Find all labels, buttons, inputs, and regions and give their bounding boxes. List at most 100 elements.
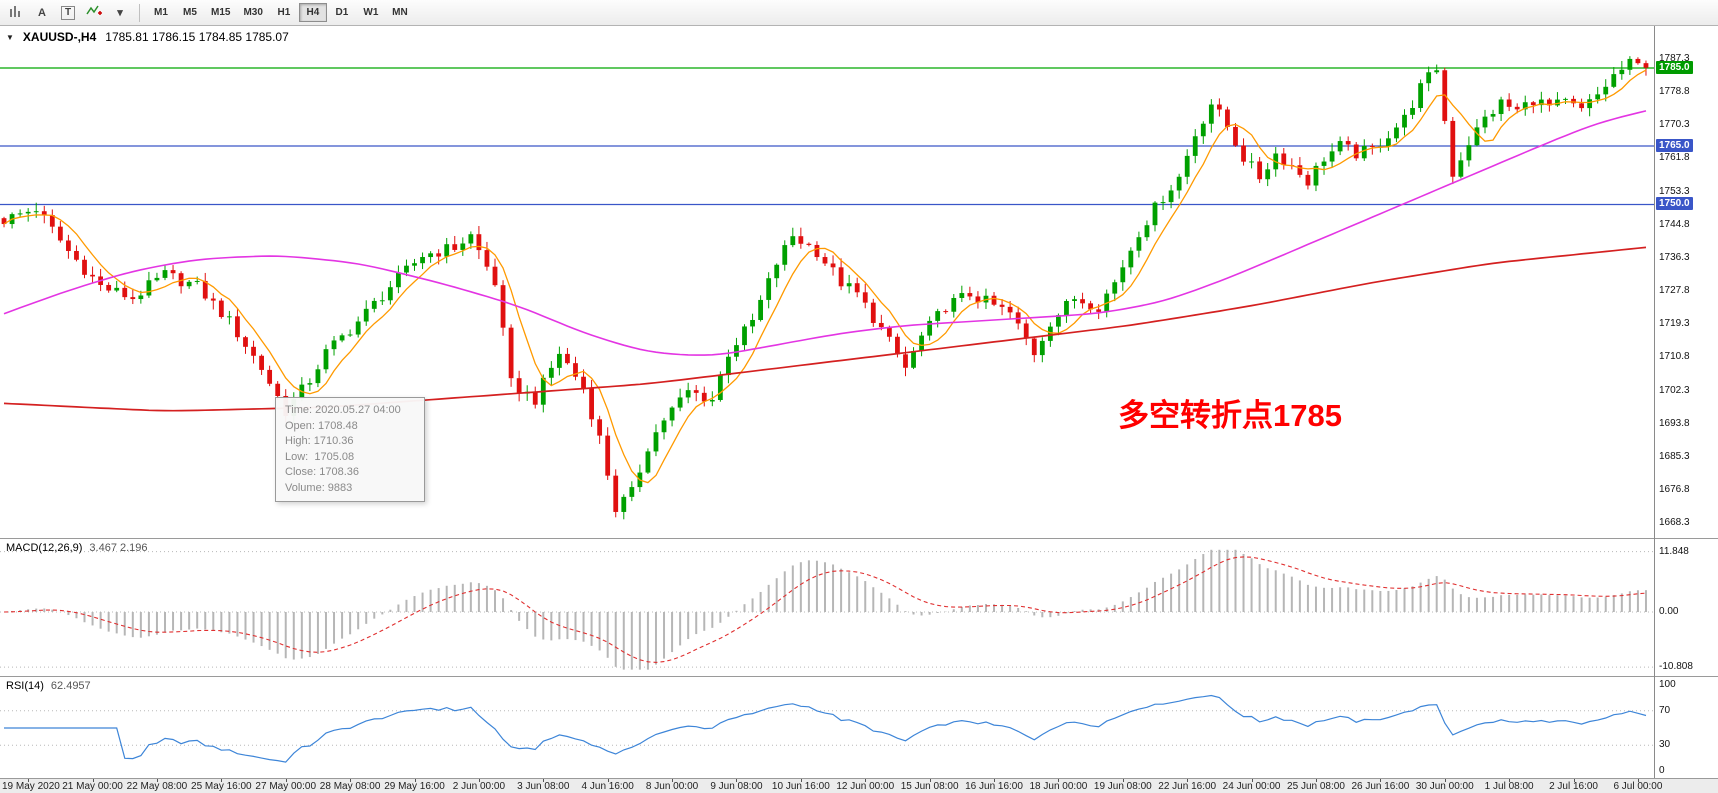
candlestick-chart[interactable] bbox=[0, 26, 1718, 538]
time-axis-label: 10 Jun 16:00 bbox=[771, 781, 830, 792]
time-tick bbox=[92, 779, 94, 782]
price-axis-separator bbox=[1654, 26, 1655, 778]
time-axis[interactable]: 19 May 2020 21 May 00:00 22 May 08:00 25 Ma… bbox=[0, 778, 1718, 793]
macd-axis-label: 11.848 bbox=[1659, 545, 1689, 557]
time-tick bbox=[1251, 779, 1253, 782]
cursor-tool-label: A bbox=[38, 6, 46, 19]
time-axis-label: 12 Jun 00:00 bbox=[836, 781, 895, 792]
time-axis-label: 21 May 00:00 bbox=[62, 781, 123, 792]
time-tick bbox=[1122, 779, 1124, 782]
rsi-chart[interactable] bbox=[0, 677, 1718, 779]
time-tick bbox=[285, 779, 287, 782]
macd-indicator-name: MACD(12,26,9) bbox=[6, 542, 83, 554]
symbol-dropdown-icon[interactable]: ▼ bbox=[6, 32, 14, 42]
time-axis-label: 29 May 16:00 bbox=[384, 781, 445, 792]
time-tick bbox=[543, 779, 545, 782]
timeframe-m30[interactable]: M30 bbox=[237, 3, 268, 22]
ohlc-values: 1785.81 1786.15 1784.85 1785.07 bbox=[105, 30, 289, 44]
rsi-axis-label: 100 bbox=[1659, 679, 1676, 690]
time-axis-label: 6 Jul 00:00 bbox=[1613, 781, 1663, 792]
text-tool-icon: T bbox=[60, 5, 76, 20]
price-axis-label: 1761.8 bbox=[1659, 152, 1690, 164]
time-axis-label: 30 Jun 00:00 bbox=[1415, 781, 1474, 792]
time-axis-label: 2 Jul 16:00 bbox=[1549, 781, 1598, 792]
toolbar-separator bbox=[139, 3, 140, 22]
chart-title: ▼ XAUUSD-,H4 1785.81 1786.15 1784.85 178… bbox=[6, 30, 289, 44]
timeframe-m15[interactable]: M15 bbox=[205, 3, 236, 22]
time-axis-label: 19 May 2020 bbox=[2, 781, 60, 792]
price-badge: 1750.0 bbox=[1656, 197, 1693, 211]
time-tick bbox=[1637, 779, 1639, 782]
time-tick bbox=[994, 779, 996, 782]
indicator-icon bbox=[86, 4, 102, 21]
price-axis-label: 1744.8 bbox=[1659, 218, 1690, 230]
price-axis-label: 1770.3 bbox=[1659, 119, 1690, 131]
rsi-axis-label: 70 bbox=[1659, 704, 1671, 716]
price-axis-label: 1727.8 bbox=[1659, 285, 1690, 297]
tooltip-line: Time: 2020.05.27 04:00 bbox=[285, 404, 401, 416]
candle-tooltip: Time: 2020.05.27 04:00 Open: 1708.48 High:… bbox=[275, 397, 425, 502]
toolbar: A T ▾ M1 M5 M15 M30 H1 H4 D1 W1 MN bbox=[0, 0, 1718, 26]
tooltip-line: High: 1710.36 bbox=[285, 435, 354, 447]
time-axis-label: 2 Jun 00:00 bbox=[452, 781, 506, 792]
main-chart-panel: ▼ XAUUSD-,H4 1785.81 1786.15 1784.85 178… bbox=[0, 26, 1718, 538]
price-axis-label: 1685.3 bbox=[1659, 450, 1690, 462]
macd-label: MACD(12,26,9) 3.467 2.196 bbox=[6, 542, 148, 554]
chart-annotation-text: 多空转折点1785 bbox=[1118, 398, 1342, 433]
indicators-button[interactable] bbox=[82, 3, 106, 23]
bar-chart-icon bbox=[9, 4, 23, 21]
time-tick bbox=[156, 779, 158, 782]
time-axis-label: 26 Jun 16:00 bbox=[1351, 781, 1410, 792]
time-axis-label: 9 Jun 08:00 bbox=[710, 781, 763, 792]
timeframe-m5[interactable]: M5 bbox=[176, 3, 204, 22]
time-axis-label: 24 Jun 00:00 bbox=[1222, 781, 1281, 792]
price-badge: 1765.0 bbox=[1656, 138, 1693, 152]
macd-chart[interactable] bbox=[0, 539, 1718, 677]
price-axis-label: 1736.3 bbox=[1659, 251, 1690, 263]
cursor-tool-button[interactable]: A bbox=[30, 3, 54, 23]
macd-panel: MACD(12,26,9) 3.467 2.196 11.848 0.00 -10.8… bbox=[0, 538, 1718, 676]
time-tick bbox=[1509, 779, 1511, 782]
price-badge: 1785.0 bbox=[1656, 60, 1693, 74]
price-axis-label: 1693.8 bbox=[1659, 417, 1690, 429]
timeframe-w1[interactable]: W1 bbox=[357, 3, 385, 22]
time-tick bbox=[929, 779, 931, 782]
timeframe-d1[interactable]: D1 bbox=[328, 3, 356, 22]
rsi-axis-label: 0 bbox=[1659, 765, 1665, 776]
time-axis-label: 18 Jun 00:00 bbox=[1029, 781, 1088, 792]
price-axis-label: 1778.8 bbox=[1659, 86, 1690, 98]
time-axis-label: 15 Jun 08:00 bbox=[900, 781, 959, 792]
time-tick bbox=[1573, 779, 1575, 782]
timeframe-h4[interactable]: H4 bbox=[298, 3, 327, 22]
tooltip-line: Close: 1708.36 bbox=[285, 466, 359, 478]
time-axis-label: 25 May 16:00 bbox=[191, 781, 252, 792]
tooltip-line: Open: 1708.48 bbox=[285, 419, 358, 432]
rsi-indicator-name: RSI(14) bbox=[6, 680, 44, 692]
time-tick bbox=[1187, 779, 1189, 782]
time-tick bbox=[28, 779, 30, 782]
time-tick bbox=[478, 779, 480, 782]
time-axis-label: 16 Jun 16:00 bbox=[965, 781, 1023, 792]
time-tick bbox=[672, 779, 674, 782]
timeframe-h1[interactable]: H1 bbox=[270, 3, 298, 22]
rsi-label: RSI(14) 62.4957 bbox=[6, 680, 91, 692]
time-tick bbox=[414, 779, 416, 782]
text-tool-button[interactable]: T bbox=[56, 3, 80, 23]
time-axis-label: 28 May 08:00 bbox=[319, 781, 381, 792]
timeframe-mn[interactable]: MN bbox=[386, 3, 414, 22]
time-tick bbox=[607, 779, 609, 782]
time-axis-label: 19 Jun 08:00 bbox=[1093, 781, 1152, 792]
macd-indicator-values: 3.467 2.196 bbox=[89, 542, 148, 554]
price-axis-label: 1668.3 bbox=[1659, 517, 1690, 529]
indicator-dropdown-button[interactable]: ▾ bbox=[108, 3, 132, 23]
time-axis-label: 22 May 08:00 bbox=[126, 781, 188, 792]
time-tick bbox=[1058, 779, 1060, 782]
price-axis-label: 1702.3 bbox=[1659, 384, 1690, 396]
macd-axis-label: -10.808 bbox=[1659, 661, 1693, 673]
price-axis-label: 1710.8 bbox=[1659, 351, 1690, 363]
time-tick bbox=[736, 779, 738, 782]
timeframe-m1[interactable]: M1 bbox=[147, 3, 175, 22]
price-axis-label: 1753.3 bbox=[1659, 185, 1690, 197]
rsi-panel: RSI(14) 62.4957 100 70 30 0 bbox=[0, 676, 1718, 778]
bar-chart-icon-button[interactable] bbox=[4, 3, 28, 23]
